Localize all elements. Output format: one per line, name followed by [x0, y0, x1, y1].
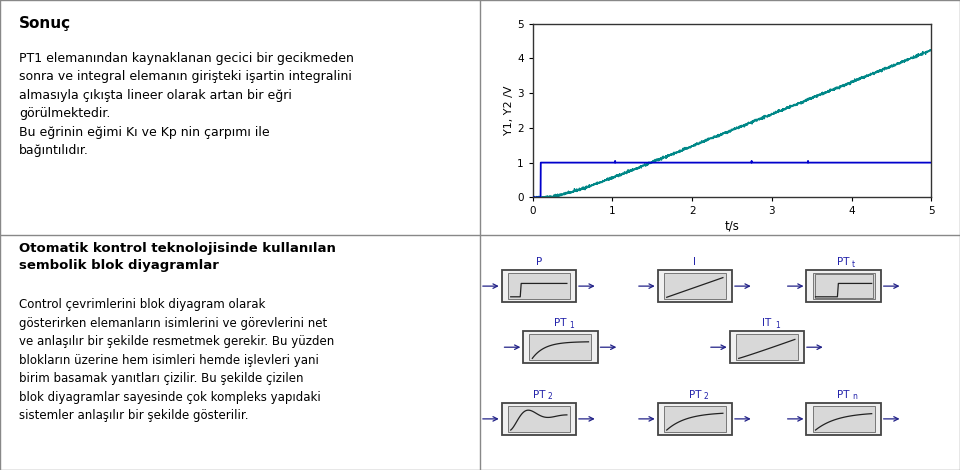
Bar — [730, 331, 804, 363]
Text: 2: 2 — [704, 392, 708, 401]
Bar — [658, 270, 732, 302]
Bar — [814, 274, 873, 298]
Text: 1: 1 — [776, 321, 780, 330]
Bar — [664, 273, 726, 299]
Bar — [812, 406, 875, 431]
Bar — [806, 270, 881, 302]
Bar — [664, 406, 726, 431]
Text: Otomatik kontrol teknolojisinde kullanılan
sembolik blok diyagramlar: Otomatik kontrol teknolojisinde kullanıl… — [19, 242, 336, 272]
Text: Control çevrimlerini blok diyagram olarak
gösterirken elemanların isimlerini ve : Control çevrimlerini blok diyagram olara… — [19, 298, 334, 423]
Text: 1: 1 — [569, 321, 574, 330]
Bar — [658, 403, 732, 435]
Bar — [523, 331, 597, 363]
Bar — [812, 273, 875, 299]
Text: PT: PT — [837, 257, 850, 267]
Text: I: I — [693, 257, 696, 267]
Bar — [806, 403, 881, 435]
Text: 2: 2 — [547, 392, 552, 401]
Y-axis label: Y1, Y2 /V: Y1, Y2 /V — [504, 86, 515, 135]
Text: PT1 elemanından kaynaklanan gecici bir gecikmeden
sonra ve integral elemanın gir: PT1 elemanından kaynaklanan gecici bir g… — [19, 52, 354, 157]
Bar — [508, 406, 570, 431]
Text: P: P — [536, 257, 542, 267]
Bar — [501, 270, 576, 302]
Text: PT: PT — [554, 318, 566, 328]
Text: PT: PT — [533, 390, 545, 400]
Text: t: t — [852, 259, 855, 268]
Text: PT: PT — [688, 390, 701, 400]
Bar — [508, 273, 570, 299]
Text: PT: PT — [837, 390, 850, 400]
Text: n: n — [852, 392, 857, 401]
X-axis label: t/s: t/s — [725, 219, 739, 232]
Text: Sonuç: Sonuç — [19, 16, 71, 31]
Bar — [530, 335, 591, 360]
Bar — [501, 403, 576, 435]
Bar — [736, 335, 798, 360]
Text: IT: IT — [762, 318, 772, 328]
